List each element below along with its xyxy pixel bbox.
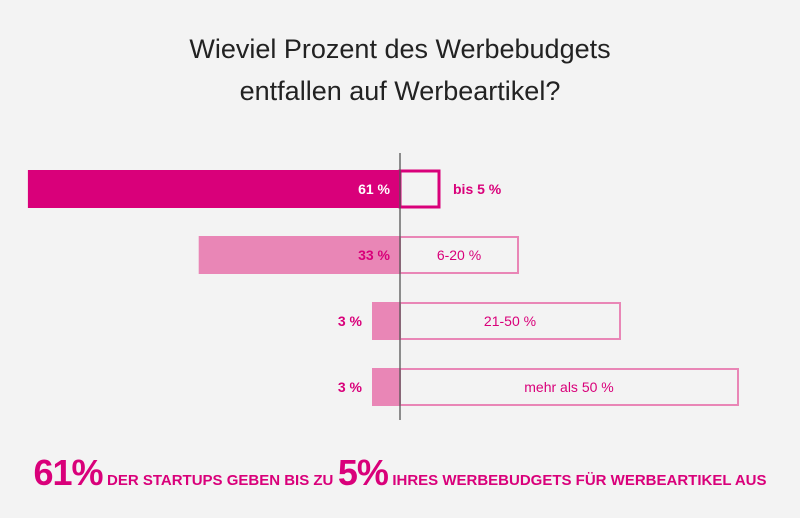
bar-0 [27,170,401,208]
value-label-0: 61 % [358,181,390,197]
chart: 61 % bis 5 % 33 % 6-20 % 3 % 21-50 % 3 % mehr a… [27,153,739,420]
footer-big-2: 5% [337,452,389,493]
footer-text-2: IHRES WERBEBUDGETS FÜR WERBEARTIKEL AUS [392,472,767,489]
category-label-0: bis 5 % [453,181,502,197]
footer-statement: 61% DER STARTUPS GEBEN BIS ZU 5% IHRES W… [0,452,800,494]
chart-title-line1: Wieviel Prozent des Werbebudgets [189,34,611,64]
bar-2 [372,302,400,340]
category-label-2: 21-50 % [484,313,536,329]
bar-3 [372,368,400,406]
value-label-1: 33 % [358,247,390,263]
value-label-2: 3 % [338,313,363,329]
bar-1 [198,236,400,274]
category-label-1: 6-20 % [437,247,481,263]
category-box-0 [398,169,441,209]
value-label-3: 3 % [338,379,363,395]
category-label-3: mehr als 50 % [524,379,613,395]
footer-text-1: DER STARTUPS GEBEN BIS ZU [106,472,334,489]
chart-title-line2: entfallen auf Werbeartikel? [239,76,561,106]
footer-big-1: 61% [33,452,103,493]
